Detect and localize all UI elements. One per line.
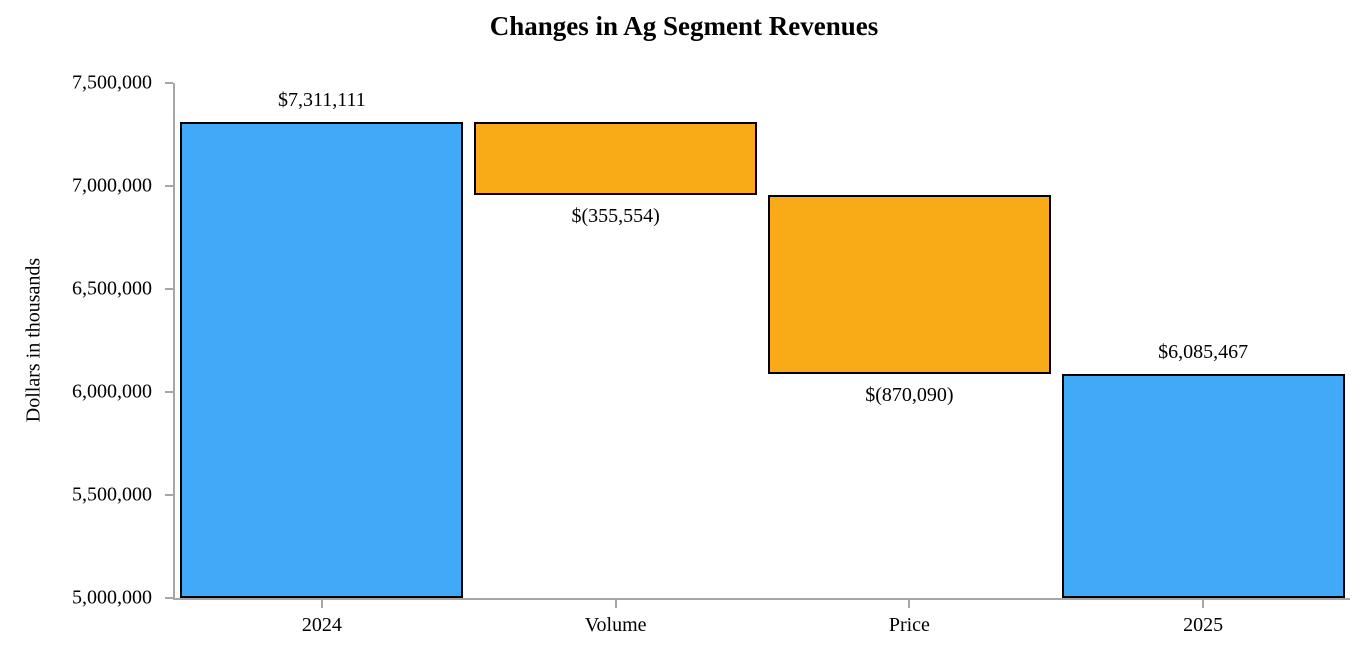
y-tick-label: 5,000,000 [72, 586, 152, 609]
y-tick-label: 5,500,000 [72, 483, 152, 506]
bar-value-label-volume: $(355,554) [571, 205, 660, 228]
y-tick-label: 7,000,000 [72, 174, 152, 197]
y-tick-mark [165, 391, 173, 393]
x-tick-label-price: Price [888, 614, 930, 636]
x-tick-mark [614, 600, 617, 608]
y-tick-mark [165, 288, 173, 290]
y-tick-label: 7,500,000 [72, 71, 152, 94]
x-tick-mark [1202, 600, 1205, 608]
y-axis-title: Dollars in thousands [22, 257, 45, 423]
x-tick-mark [908, 600, 911, 608]
bar-2025 [1061, 374, 1345, 598]
bar-volume [474, 121, 758, 196]
y-tick-mark [165, 82, 173, 84]
x-tick-label-2024: 2024 [301, 614, 342, 636]
x-tick-label-volume: Volume [584, 614, 647, 636]
bar-2024 [180, 121, 464, 598]
y-axis-line [173, 83, 175, 600]
bar-value-label-2024: $7,311,111 [277, 88, 366, 111]
y-tick-mark [165, 494, 173, 496]
x-tick-mark [320, 600, 323, 608]
bar-value-label-2025: $6,085,467 [1158, 341, 1249, 364]
x-tick-label-2025: 2025 [1183, 614, 1224, 636]
x-axis-line [173, 598, 1350, 600]
plot-area: 7,500,000 7,000,000 6,500,000 6,000,000 5,50… [72, 72, 1350, 636]
y-tick-label: 6,000,000 [72, 380, 152, 403]
bar-value-label-price: $(870,090) [865, 384, 954, 407]
y-tick-label: 6,500,000 [72, 277, 152, 300]
y-tick-mark [165, 185, 173, 187]
bar-price [767, 195, 1051, 375]
y-tick-mark [165, 597, 173, 599]
chart-title: Changes in Ag Segment Revenues [489, 11, 879, 41]
